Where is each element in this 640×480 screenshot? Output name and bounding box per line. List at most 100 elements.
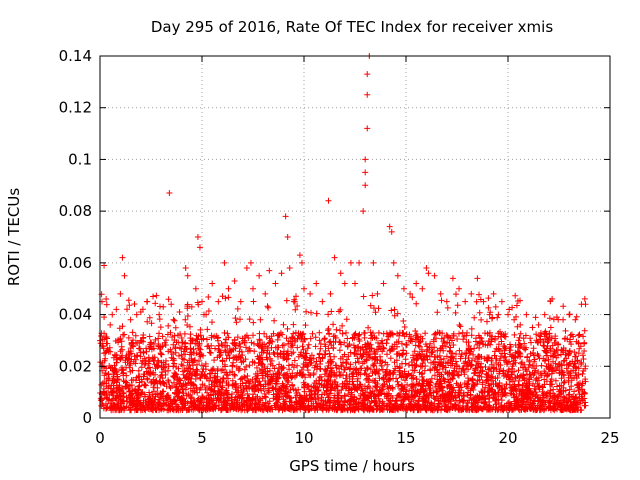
chart-title: Day 295 of 2016, Rate Of TEC Index for r… (151, 18, 553, 36)
data-point (196, 244, 203, 251)
data-point (362, 182, 369, 189)
data-point (119, 254, 126, 261)
data-point (505, 311, 511, 318)
data-point (284, 234, 291, 240)
data-point (101, 314, 108, 321)
data-point (156, 311, 163, 318)
data-point (247, 259, 254, 266)
data-point (492, 303, 499, 310)
data-point (121, 272, 128, 279)
y-tick-label: 0.12 (59, 99, 92, 117)
data-point (296, 252, 303, 259)
data-point (307, 290, 314, 297)
data-point (101, 262, 108, 269)
data-point (133, 311, 140, 318)
data-points (99, 53, 589, 331)
data-point (553, 314, 560, 321)
data-point (413, 280, 420, 287)
data-point (256, 272, 263, 279)
data-point (407, 290, 414, 297)
data-point (443, 298, 450, 305)
data-point (423, 265, 430, 272)
data-point (103, 296, 110, 303)
data-point (572, 316, 579, 323)
data-point (347, 259, 354, 266)
data-point (486, 311, 493, 318)
data-point (449, 275, 456, 282)
data-point (356, 259, 363, 266)
data-point (388, 228, 395, 235)
data-point (400, 285, 407, 292)
data-point (325, 197, 332, 204)
data-point (337, 270, 344, 277)
data-point (182, 265, 189, 272)
y-tick-label: 0.1 (68, 150, 92, 168)
data-point (282, 213, 289, 220)
data-point (474, 275, 481, 282)
y-tick-label: 0.14 (59, 47, 92, 65)
y-tick-label: 0.06 (59, 254, 92, 272)
data-point (541, 311, 548, 318)
y-tick-labels: 0 0.02 0.04 0.06 0.08 0.1 0.12 0.14 (59, 47, 92, 427)
data-point (535, 321, 542, 328)
data-point (272, 280, 279, 287)
baseline-band (97, 290, 589, 414)
data-point (380, 280, 387, 287)
data-point (192, 285, 199, 292)
data-point (517, 321, 524, 328)
data-point (225, 285, 232, 292)
x-axis-title: GPS time / hours (289, 457, 415, 475)
y-tick-label: 0.08 (59, 202, 92, 220)
data-point (194, 234, 201, 240)
data-point (243, 265, 250, 272)
data-point (370, 259, 377, 266)
data-point (327, 290, 334, 297)
x-tick-label: 10 (294, 429, 313, 447)
data-point (250, 285, 256, 292)
data-point (109, 311, 116, 318)
data-point (209, 280, 216, 287)
data-point (341, 280, 348, 287)
data-point (117, 290, 124, 297)
data-point (107, 321, 114, 328)
data-point (290, 298, 297, 305)
y-tick-label: 0 (82, 409, 92, 427)
data-point (176, 308, 183, 315)
y-tick-label: 0.04 (59, 306, 92, 324)
data-point (188, 303, 195, 310)
data-point (143, 298, 150, 305)
data-point (137, 308, 144, 315)
x-tick-label: 25 (600, 429, 619, 447)
data-point (199, 298, 205, 305)
data-point (390, 259, 397, 266)
data-point (278, 270, 285, 277)
y-tick-label: 0.02 (59, 357, 92, 375)
data-point (150, 293, 157, 300)
data-point (364, 71, 371, 78)
data-point (360, 208, 367, 215)
data-point (394, 272, 401, 279)
data-point (560, 316, 567, 323)
x-tick-label: 15 (396, 429, 415, 447)
data-point (184, 272, 191, 279)
data-point (113, 306, 120, 313)
data-point (298, 259, 305, 266)
data-point (301, 285, 307, 292)
data-point (160, 303, 167, 310)
data-point (419, 285, 426, 292)
data-point (374, 290, 381, 297)
data-point (386, 223, 393, 230)
data-point (166, 190, 173, 197)
data-point (221, 259, 228, 266)
data-point (498, 298, 505, 305)
data-point (425, 270, 432, 277)
y-axis-title: ROTI / TECUs (5, 188, 23, 286)
data-point (511, 316, 518, 323)
data-point (547, 324, 554, 331)
data-point (237, 298, 244, 305)
x-tick-label: 5 (197, 429, 207, 447)
data-point (582, 301, 589, 308)
data-point (362, 169, 369, 176)
data-point (127, 316, 134, 323)
